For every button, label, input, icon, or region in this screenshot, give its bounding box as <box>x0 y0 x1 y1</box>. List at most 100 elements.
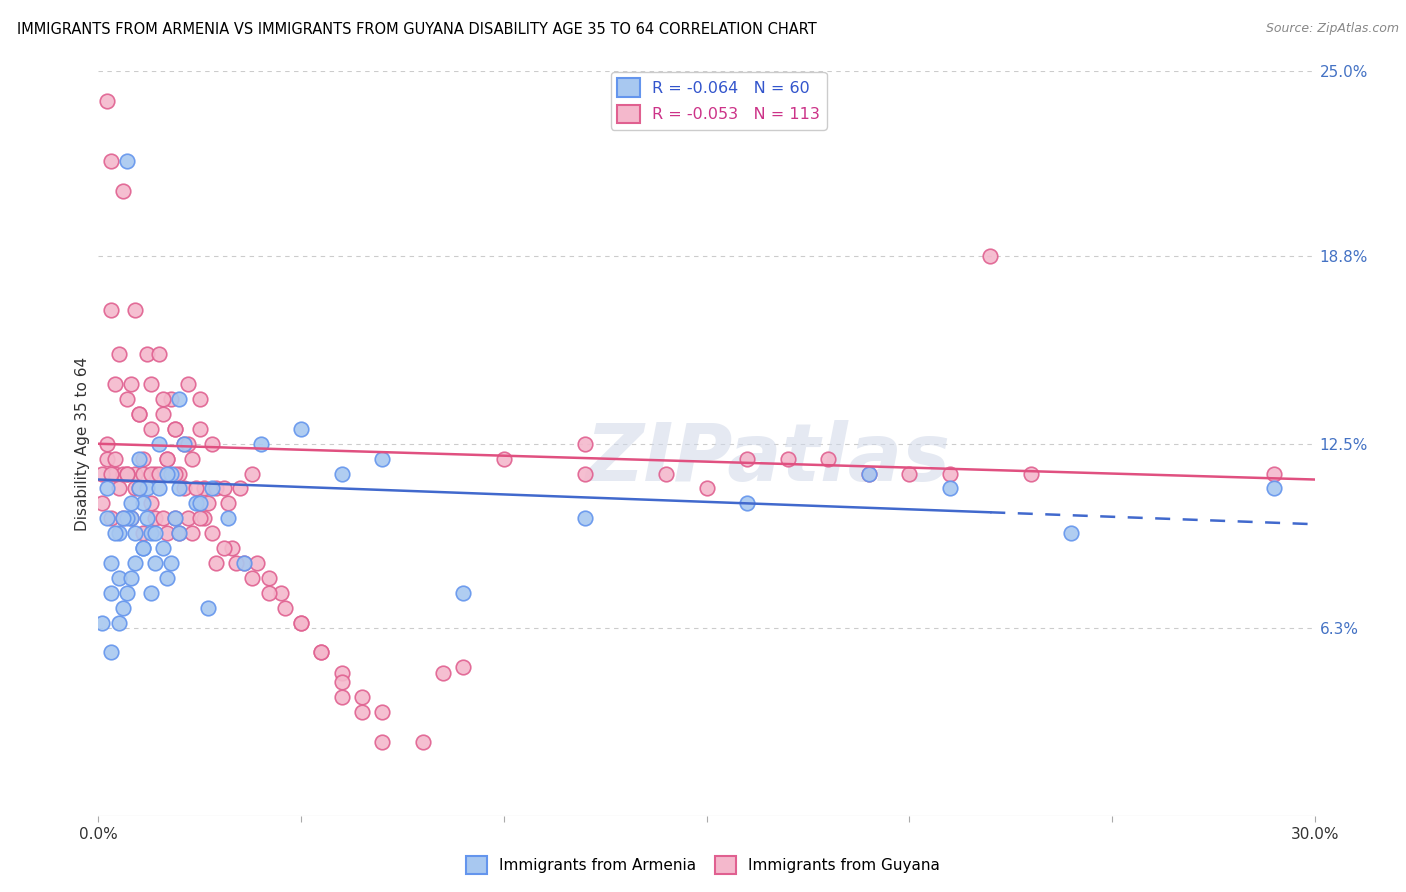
Point <box>858 467 880 481</box>
Point <box>107 615 129 630</box>
Point <box>169 392 191 406</box>
Point <box>1019 467 1042 481</box>
Point <box>115 153 138 168</box>
Point <box>143 526 166 541</box>
Point <box>165 511 187 525</box>
Point <box>193 482 215 496</box>
Point <box>229 482 252 496</box>
Point <box>152 407 174 421</box>
Point <box>128 451 150 466</box>
Point <box>100 556 122 570</box>
Point <box>107 526 129 541</box>
Point <box>143 467 166 481</box>
Point <box>1263 482 1285 496</box>
Point <box>1060 526 1083 541</box>
Point <box>132 451 155 466</box>
Point <box>100 302 122 317</box>
Point <box>197 496 219 510</box>
Point <box>939 467 962 481</box>
Point <box>371 451 394 466</box>
Point <box>173 482 195 496</box>
Point <box>139 422 162 436</box>
Point <box>120 511 142 525</box>
Point <box>979 249 1001 263</box>
Point <box>257 586 280 600</box>
Point <box>104 526 127 541</box>
Point <box>165 422 187 436</box>
Point <box>193 511 215 525</box>
Y-axis label: Disability Age 35 to 64: Disability Age 35 to 64 <box>75 357 90 531</box>
Point <box>201 436 224 450</box>
Point <box>330 666 353 681</box>
Point <box>128 482 150 496</box>
Point <box>197 600 219 615</box>
Point <box>221 541 243 555</box>
Point <box>115 586 138 600</box>
Point <box>184 482 207 496</box>
Point <box>242 571 264 585</box>
Point <box>233 556 256 570</box>
Point <box>212 482 235 496</box>
Point <box>201 526 224 541</box>
Point <box>156 467 179 481</box>
Point <box>136 511 159 525</box>
Point <box>350 690 373 704</box>
Point <box>180 526 202 541</box>
Point <box>120 571 142 585</box>
Point <box>173 436 195 450</box>
Point <box>188 422 211 436</box>
Point <box>696 482 718 496</box>
Legend: R = -0.064   N = 60, R = -0.053   N = 113: R = -0.064 N = 60, R = -0.053 N = 113 <box>610 72 827 129</box>
Point <box>120 377 142 392</box>
Point <box>148 347 170 361</box>
Point <box>169 526 191 541</box>
Point <box>96 436 118 450</box>
Point <box>165 511 187 525</box>
Point <box>111 511 134 525</box>
Point <box>91 615 114 630</box>
Point <box>205 556 228 570</box>
Point <box>257 571 280 585</box>
Point <box>225 556 247 570</box>
Point <box>290 615 312 630</box>
Point <box>188 496 211 510</box>
Point <box>432 666 454 681</box>
Point <box>165 422 187 436</box>
Point <box>152 511 174 525</box>
Point <box>311 645 333 659</box>
Point <box>100 645 122 659</box>
Point <box>128 407 150 421</box>
Point <box>249 436 271 450</box>
Point <box>212 541 235 555</box>
Point <box>139 467 162 481</box>
Point <box>169 467 191 481</box>
Point <box>111 600 134 615</box>
Point <box>574 511 596 525</box>
Point <box>453 660 475 674</box>
Point <box>173 436 195 450</box>
Point <box>96 451 118 466</box>
Point <box>205 482 228 496</box>
Point <box>100 153 122 168</box>
Point <box>184 496 207 510</box>
Point <box>143 511 166 525</box>
Legend: Immigrants from Armenia, Immigrants from Guyana: Immigrants from Armenia, Immigrants from… <box>460 850 946 880</box>
Point <box>91 496 114 510</box>
Point <box>128 407 150 421</box>
Point <box>939 482 962 496</box>
Text: IMMIGRANTS FROM ARMENIA VS IMMIGRANTS FROM GUYANA DISABILITY AGE 35 TO 64 CORREL: IMMIGRANTS FROM ARMENIA VS IMMIGRANTS FR… <box>17 22 817 37</box>
Point <box>156 451 179 466</box>
Point <box>574 467 596 481</box>
Point <box>858 467 880 481</box>
Point <box>124 556 146 570</box>
Point <box>242 467 264 481</box>
Point <box>115 392 138 406</box>
Point <box>132 467 155 481</box>
Point <box>201 482 224 496</box>
Point <box>311 645 333 659</box>
Point <box>132 541 155 555</box>
Point <box>104 467 127 481</box>
Text: Source: ZipAtlas.com: Source: ZipAtlas.com <box>1265 22 1399 36</box>
Point <box>270 586 292 600</box>
Point <box>132 526 155 541</box>
